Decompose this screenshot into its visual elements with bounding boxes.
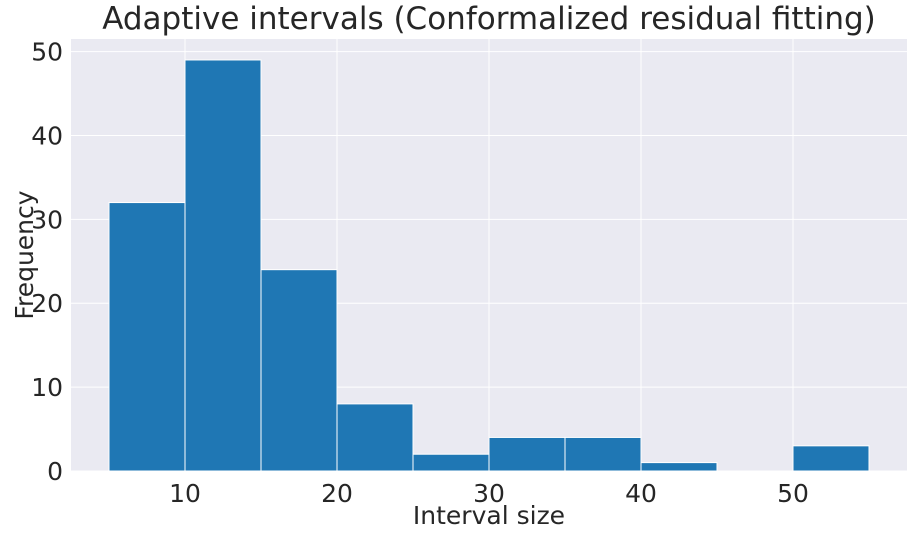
- x-tick-label: 30: [473, 479, 505, 508]
- histogram-bar: [792, 445, 870, 472]
- x-tick-label: 50: [777, 479, 809, 508]
- y-tick-label: 50: [31, 38, 63, 67]
- histogram-bar: [260, 269, 338, 472]
- y-tick-label: 20: [31, 289, 63, 318]
- y-tick-label: 0: [47, 457, 63, 486]
- histogram-bar: [564, 436, 642, 472]
- histogram-bar: [336, 403, 414, 472]
- histogram-bar: [184, 59, 262, 472]
- x-tick-label: 20: [321, 479, 353, 508]
- chart-title: Adaptive intervals (Conformalized residu…: [102, 1, 876, 37]
- histogram-bar: [108, 202, 186, 472]
- y-tick-label: 10: [31, 373, 63, 402]
- histogram-bar: [488, 436, 566, 472]
- histogram-bar: [412, 453, 490, 472]
- bars: [108, 59, 870, 472]
- x-axis-label: Interval size: [413, 501, 565, 530]
- x-tick-labels: 10 20 30 40 50: [169, 479, 809, 508]
- y-tick-label: 40: [31, 121, 63, 150]
- y-axis-label: Frequency: [10, 190, 39, 319]
- histogram-bar: [640, 462, 718, 472]
- y-tick-labels: 0 10 20 30 40 50: [31, 38, 63, 486]
- x-tick-label: 10: [169, 479, 201, 508]
- y-tick-label: 30: [31, 205, 63, 234]
- x-tick-label: 40: [625, 479, 657, 508]
